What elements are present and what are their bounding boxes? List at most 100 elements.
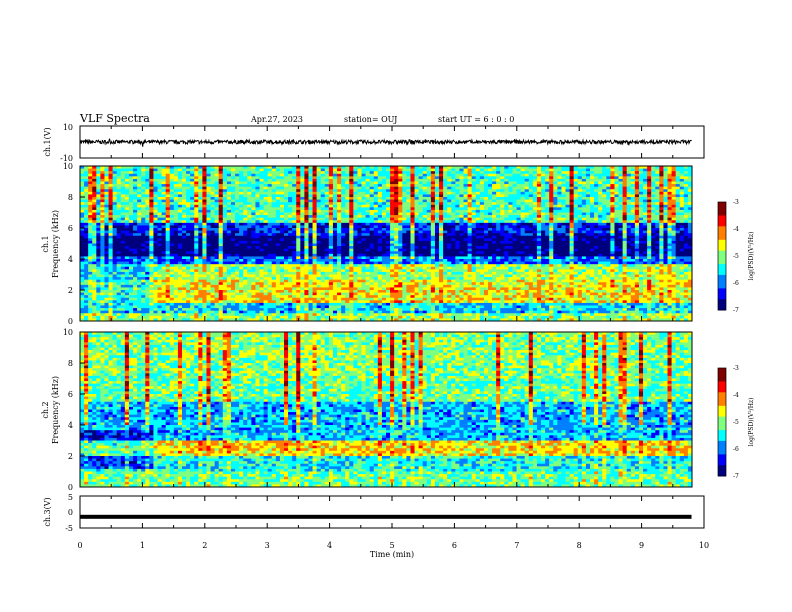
ch1-spec-cell — [247, 308, 252, 312]
ch1-spec-cell — [296, 235, 301, 239]
ch1-spec-cell — [353, 173, 358, 177]
ch1-spec-cell — [173, 191, 179, 195]
ch1-spec-cell — [182, 176, 187, 180]
ch1-spec-cell — [263, 305, 269, 309]
ch1-spec-cell — [177, 290, 183, 293]
ch1-spec-cell — [263, 173, 269, 177]
ch1-spec-cell — [153, 176, 158, 180]
ch1-spec-cell — [377, 238, 383, 242]
ch1-spec-cell — [345, 173, 350, 177]
ch1-spec-cell — [271, 264, 277, 268]
ch1-spec-cell — [267, 204, 273, 208]
ch1-spec-cell — [210, 166, 216, 169]
ch1-spec-cell — [357, 197, 362, 200]
ch1-spec-cell — [153, 248, 158, 252]
ch1-spec-cell — [153, 217, 158, 221]
ch1-spec-cell — [324, 302, 330, 306]
ch1-spec-cell — [328, 222, 334, 226]
ch1-spec-cell — [324, 194, 330, 198]
ch1-spec-cell — [316, 315, 322, 319]
ch1-spec-cell — [226, 178, 232, 182]
ch1-spec-cell — [369, 295, 375, 299]
ch1-spec-cell — [84, 318, 89, 322]
ch1-spec-cell — [100, 199, 105, 203]
ch1-spec-cell — [177, 251, 183, 255]
ch1-spec-cell — [345, 230, 350, 234]
ch1-spec-cell — [271, 310, 277, 314]
ch1-spec-cell — [128, 191, 134, 195]
ch1-spec-cell — [173, 315, 179, 319]
ch1-spec-cell — [194, 295, 199, 299]
ch1-spec-cell — [96, 287, 101, 291]
ch1-spec-cell — [373, 173, 379, 177]
ch1-spec-cell — [345, 207, 350, 211]
ch1-spec-cell — [271, 186, 277, 190]
ch1-spec-cell — [186, 246, 191, 250]
ch1-spec-cell — [267, 248, 273, 252]
ch1-spec-cell — [296, 204, 301, 208]
ch1-spec-cell — [84, 261, 89, 265]
ch1-spec-cell — [337, 295, 342, 299]
ch1-spec-cell — [202, 228, 207, 231]
ch1-spec-cell — [251, 181, 256, 185]
ch1-spec-cell — [345, 277, 350, 281]
ch1-spec-cell — [226, 181, 232, 185]
ch1-spec-cell — [145, 248, 150, 252]
ch1-spec-cell — [84, 181, 89, 185]
ch1-spec-cell — [145, 243, 150, 247]
ch1-spec-cell — [357, 181, 362, 185]
ch1-spec-cell — [92, 209, 97, 213]
ch1-spec-cell — [96, 302, 101, 306]
ch1-spec-cell — [116, 173, 122, 177]
ch1-spec-cell — [133, 318, 138, 322]
ch1-spec-cell — [345, 261, 350, 265]
ch1-spec-cell — [386, 233, 391, 237]
ch1-spec-cell — [394, 228, 399, 231]
ch1-spec-cell — [133, 220, 138, 224]
ch1-spec-cell — [288, 238, 293, 242]
ch1-spec-cell — [275, 184, 281, 188]
ch1-spec-cell — [88, 266, 93, 270]
ch1-spec-cell — [226, 292, 232, 296]
ch1-spec-cell — [304, 256, 309, 260]
ch1-spec-cell — [296, 243, 301, 247]
ch1-spec-cell — [320, 178, 326, 182]
ch1-spec-cell — [230, 220, 236, 224]
ch1-spec-cell — [157, 228, 162, 231]
ch1-spec-cell — [104, 305, 109, 309]
ch1-spec-cell — [226, 217, 232, 221]
ch1-spec-cell — [279, 318, 285, 322]
ch1-spec-cell — [202, 297, 207, 301]
ch1-spec-cell — [373, 292, 379, 296]
ch1-spec-cell — [402, 246, 407, 250]
ch1-spec-cell — [279, 295, 285, 299]
ch1-spec-cell — [198, 181, 203, 185]
ch1-spec-cell — [239, 184, 244, 188]
ch1-spec-cell — [186, 222, 191, 226]
ch1-spec-cell — [357, 233, 362, 237]
ch1-spec-cell — [304, 305, 309, 309]
ch1-spec-cell — [120, 171, 126, 175]
ch1-spec-cell — [304, 243, 309, 247]
ch1-spec-cell — [120, 235, 126, 239]
ch1-spec-cell — [341, 251, 346, 255]
ch1-spec-cell — [271, 297, 277, 301]
ch1-waveform-ytick-bottom: -10 — [60, 154, 73, 163]
ch1-spec-cell — [222, 264, 228, 268]
ch1-spec-cell — [190, 168, 195, 172]
ch1-spec-cell — [312, 248, 318, 252]
ch1-spec-cell — [210, 248, 216, 252]
ch1-spec-cell — [173, 313, 179, 317]
ch1-spec-cell — [390, 204, 395, 208]
ch1-spec-cell — [292, 315, 297, 319]
ch1-spec-cell — [243, 315, 248, 319]
ch1-spec-cell — [173, 310, 179, 314]
ch1-spec-cell — [96, 171, 101, 175]
ch1-spec-cell — [149, 194, 154, 198]
ch1-spec-cell — [316, 171, 322, 175]
ch1-spec-cell — [235, 220, 240, 224]
ch1-spec-cell — [214, 215, 220, 219]
ch1-spec-cell — [165, 251, 171, 255]
ch1-spec-cell — [296, 215, 301, 219]
ch1-spec-cell — [267, 274, 273, 278]
